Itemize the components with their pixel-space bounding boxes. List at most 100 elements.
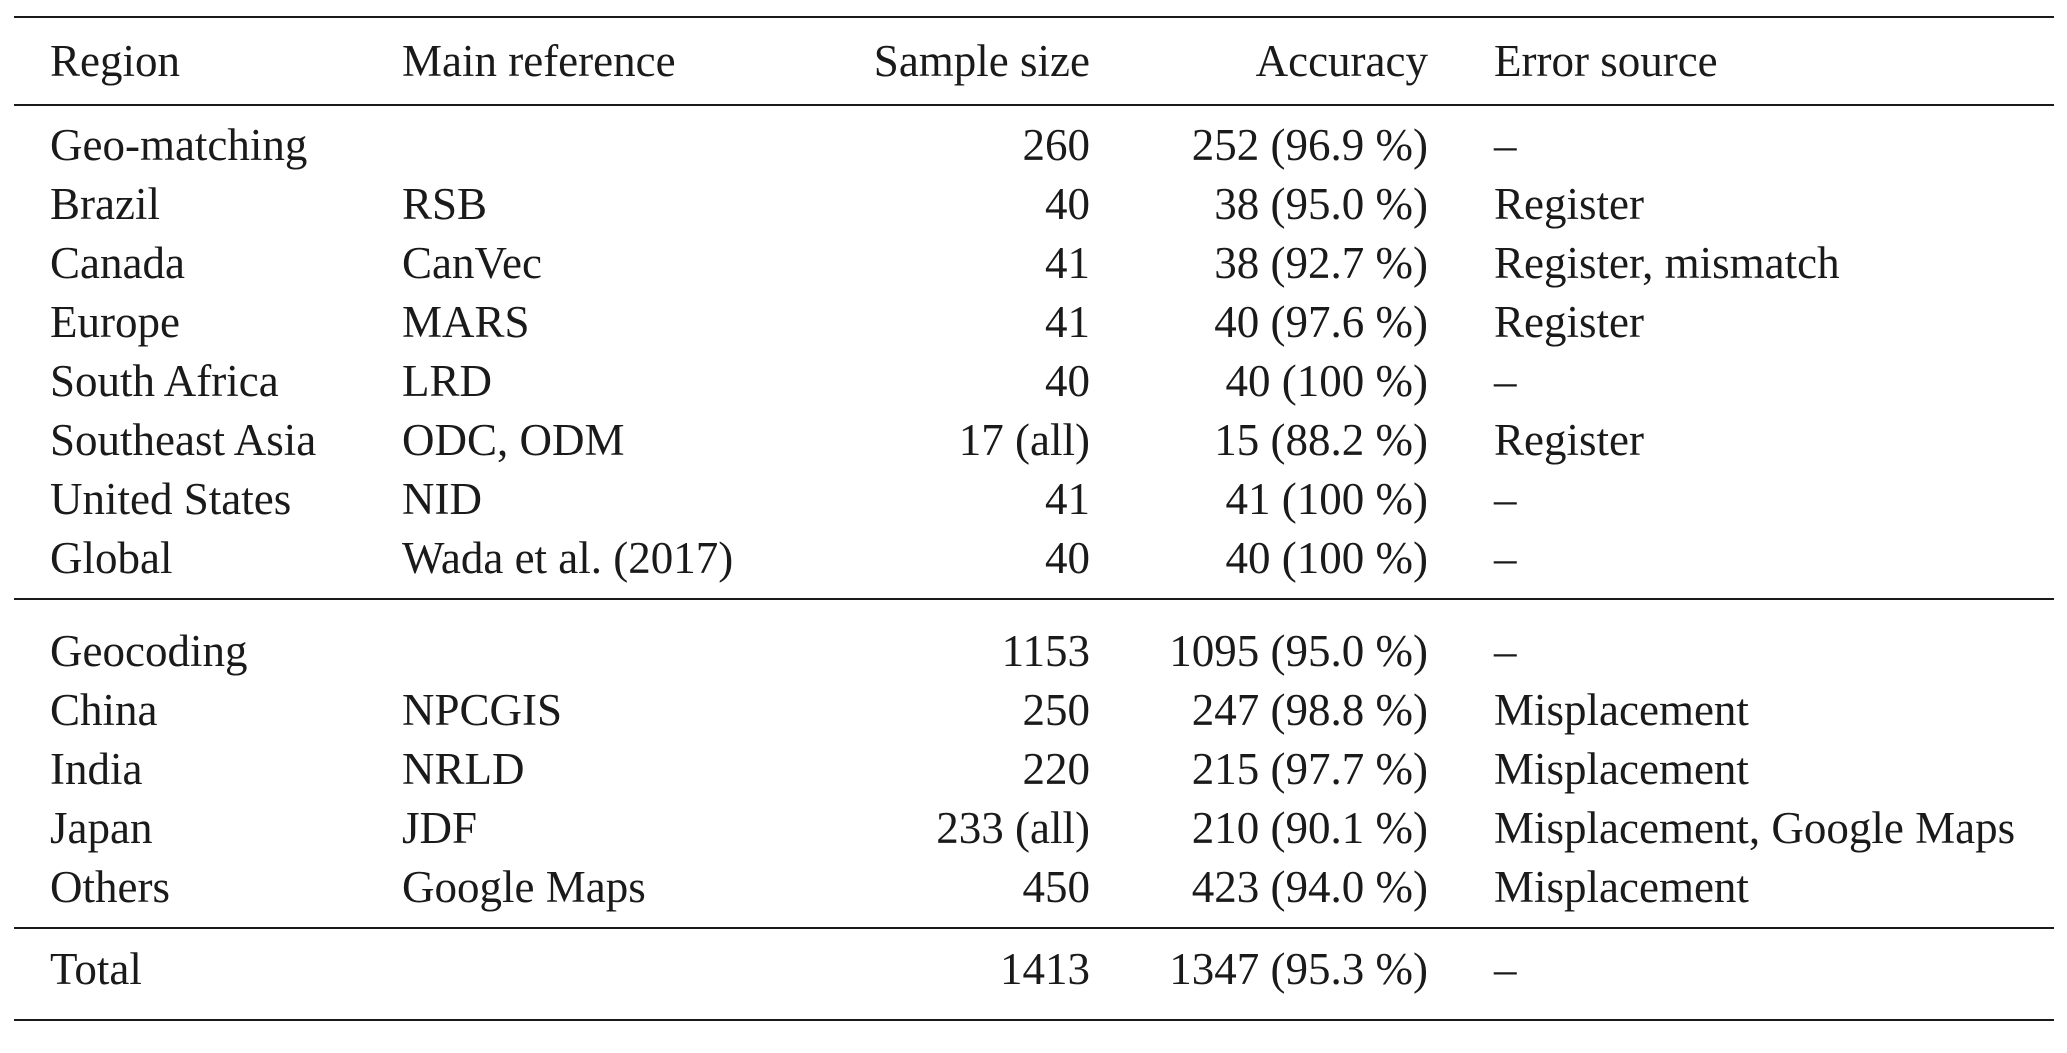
cell-error-source: Misplacement: [1494, 744, 1749, 794]
cell-gap: [1428, 598, 1494, 681]
table-header-row: Region Main reference Sample size Accura…: [14, 16, 2054, 106]
cell-region: Global: [50, 533, 173, 583]
cell-reference: ODC, ODM: [402, 415, 625, 465]
cell-sample-size: 220: [1022, 744, 1091, 794]
cell-error-source: Register: [1494, 415, 1644, 465]
cell-accuracy: 40 (100 %): [1225, 356, 1428, 406]
cell-reference: LRD: [402, 356, 492, 406]
header-gap: [1428, 16, 1494, 106]
cell-region: Geocoding: [14, 598, 402, 681]
cell-region: Geo-matching: [50, 120, 308, 170]
table-row-total: Total 1413 1347 (95.3 %) –: [14, 927, 2054, 1021]
cell-region: Southeast Asia: [50, 415, 317, 465]
cell-error-source: Misplacement, Google Maps: [1494, 803, 2016, 853]
cell-sample-size: 41: [1045, 474, 1090, 524]
cell-accuracy: 15 (88.2 %): [1214, 415, 1428, 465]
cell-accuracy: 40 (100 %): [1225, 533, 1428, 583]
cell-region: Total: [14, 927, 402, 1021]
cell-region: Brazil: [50, 179, 160, 229]
validation-table-container: Region Main reference Sample size Accura…: [14, 16, 2054, 1021]
cell-gap: [1428, 681, 1494, 740]
header-main-reference: Main reference: [402, 16, 826, 106]
cell-gap: [1428, 352, 1494, 411]
header-error-source: Error source: [1494, 16, 2054, 106]
cell-region: Europe: [50, 297, 180, 347]
table-row: South Africa LRD 40 40 (100 %) –: [14, 352, 2054, 411]
table-group-geocoding: Geocoding 1153 1095 (95.0 %) – China NPC…: [14, 598, 2054, 928]
cell-region: India: [50, 744, 143, 794]
cell-sample-size: 17 (all): [958, 415, 1090, 465]
table-row: China NPCGIS 250 247 (98.8 %) Misplaceme…: [14, 681, 2054, 740]
cell-accuracy: 38 (92.7 %): [1214, 238, 1428, 288]
cell-gap: [1428, 858, 1494, 928]
cell-reference: Wada et al. (2017): [402, 533, 734, 583]
cell-sample-size: 40: [1045, 533, 1090, 583]
cell-sample-size: 250: [1022, 685, 1091, 735]
table-row: Geo-matching 260 252 (96.9 %) –: [14, 105, 2054, 175]
cell-sample-size: 1153: [826, 598, 1090, 681]
cell-reference: MARS: [402, 297, 530, 347]
cell-accuracy: 41 (100 %): [1225, 474, 1428, 524]
cell-reference: NID: [402, 474, 482, 524]
header-accuracy: Accuracy: [1090, 16, 1428, 106]
cell-gap: [1428, 105, 1494, 175]
cell-accuracy: 38 (95.0 %): [1214, 179, 1428, 229]
table-row: Europe MARS 41 40 (97.6 %) Register: [14, 293, 2054, 352]
table-row: India NRLD 220 215 (97.7 %) Misplacement: [14, 740, 2054, 799]
cell-gap: [1428, 411, 1494, 470]
header-region: Region: [14, 16, 402, 106]
table-group-total: Total 1413 1347 (95.3 %) –: [14, 927, 2054, 1021]
cell-reference: JDF: [402, 803, 478, 853]
cell-sample-size: 233 (all): [936, 803, 1090, 853]
cell-region: United States: [50, 474, 292, 524]
cell-error-source: –: [1494, 927, 2054, 1021]
cell-accuracy: 40 (97.6 %): [1214, 297, 1428, 347]
cell-gap: [1428, 927, 1494, 1021]
cell-reference: [402, 927, 826, 1021]
cell-accuracy: 215 (97.7 %): [1191, 744, 1428, 794]
cell-sample-size: 41: [1045, 238, 1090, 288]
table-row: Global Wada et al. (2017) 40 40 (100 %) …: [14, 529, 2054, 599]
cell-gap: [1428, 470, 1494, 529]
cell-accuracy: 252 (96.9 %): [1191, 120, 1428, 170]
cell-region: China: [50, 685, 158, 735]
cell-sample-size: 260: [1022, 120, 1091, 170]
cell-accuracy: 247 (98.8 %): [1191, 685, 1428, 735]
cell-error-source: Register, mismatch: [1494, 238, 1840, 288]
table-row: Southeast Asia ODC, ODM 17 (all) 15 (88.…: [14, 411, 2054, 470]
cell-region: Canada: [50, 238, 185, 288]
header-sample-size: Sample size: [826, 16, 1090, 106]
table-group-geo-matching: Geo-matching 260 252 (96.9 %) – Brazil R…: [14, 105, 2054, 599]
cell-error-source: –: [1494, 533, 1517, 583]
cell-sample-size: 40: [1045, 356, 1090, 406]
cell-error-source: –: [1494, 598, 2054, 681]
cell-error-source: –: [1494, 356, 1517, 406]
cell-accuracy: 210 (90.1 %): [1191, 803, 1428, 853]
cell-error-source: Misplacement: [1494, 685, 1749, 735]
cell-reference: NPCGIS: [402, 685, 563, 735]
cell-region: South Africa: [50, 356, 279, 406]
cell-region: Others: [50, 862, 170, 912]
cell-gap: [1428, 799, 1494, 858]
cell-region: Japan: [50, 803, 153, 853]
cell-error-source: –: [1494, 474, 1517, 524]
cell-error-source: Register: [1494, 179, 1644, 229]
cell-accuracy: 423 (94.0 %): [1191, 862, 1428, 912]
cell-sample-size: 450: [1022, 862, 1091, 912]
cell-gap: [1428, 293, 1494, 352]
cell-reference: [402, 598, 826, 681]
cell-reference: RSB: [402, 179, 488, 229]
table-row: United States NID 41 41 (100 %) –: [14, 470, 2054, 529]
cell-reference: [402, 105, 826, 175]
table-row: Others Google Maps 450 423 (94.0 %) Misp…: [14, 858, 2054, 928]
cell-reference: CanVec: [402, 238, 542, 288]
cell-gap: [1428, 175, 1494, 234]
table-row: Brazil RSB 40 38 (95.0 %) Register: [14, 175, 2054, 234]
cell-error-source: Register: [1494, 297, 1644, 347]
table-row: Japan JDF 233 (all) 210 (90.1 %) Misplac…: [14, 799, 2054, 858]
cell-gap: [1428, 529, 1494, 599]
cell-error-source: –: [1494, 120, 1517, 170]
cell-accuracy: 1095 (95.0 %): [1090, 598, 1428, 681]
cell-accuracy: 1347 (95.3 %): [1090, 927, 1428, 1021]
table-row: Geocoding 1153 1095 (95.0 %) –: [14, 598, 2054, 681]
